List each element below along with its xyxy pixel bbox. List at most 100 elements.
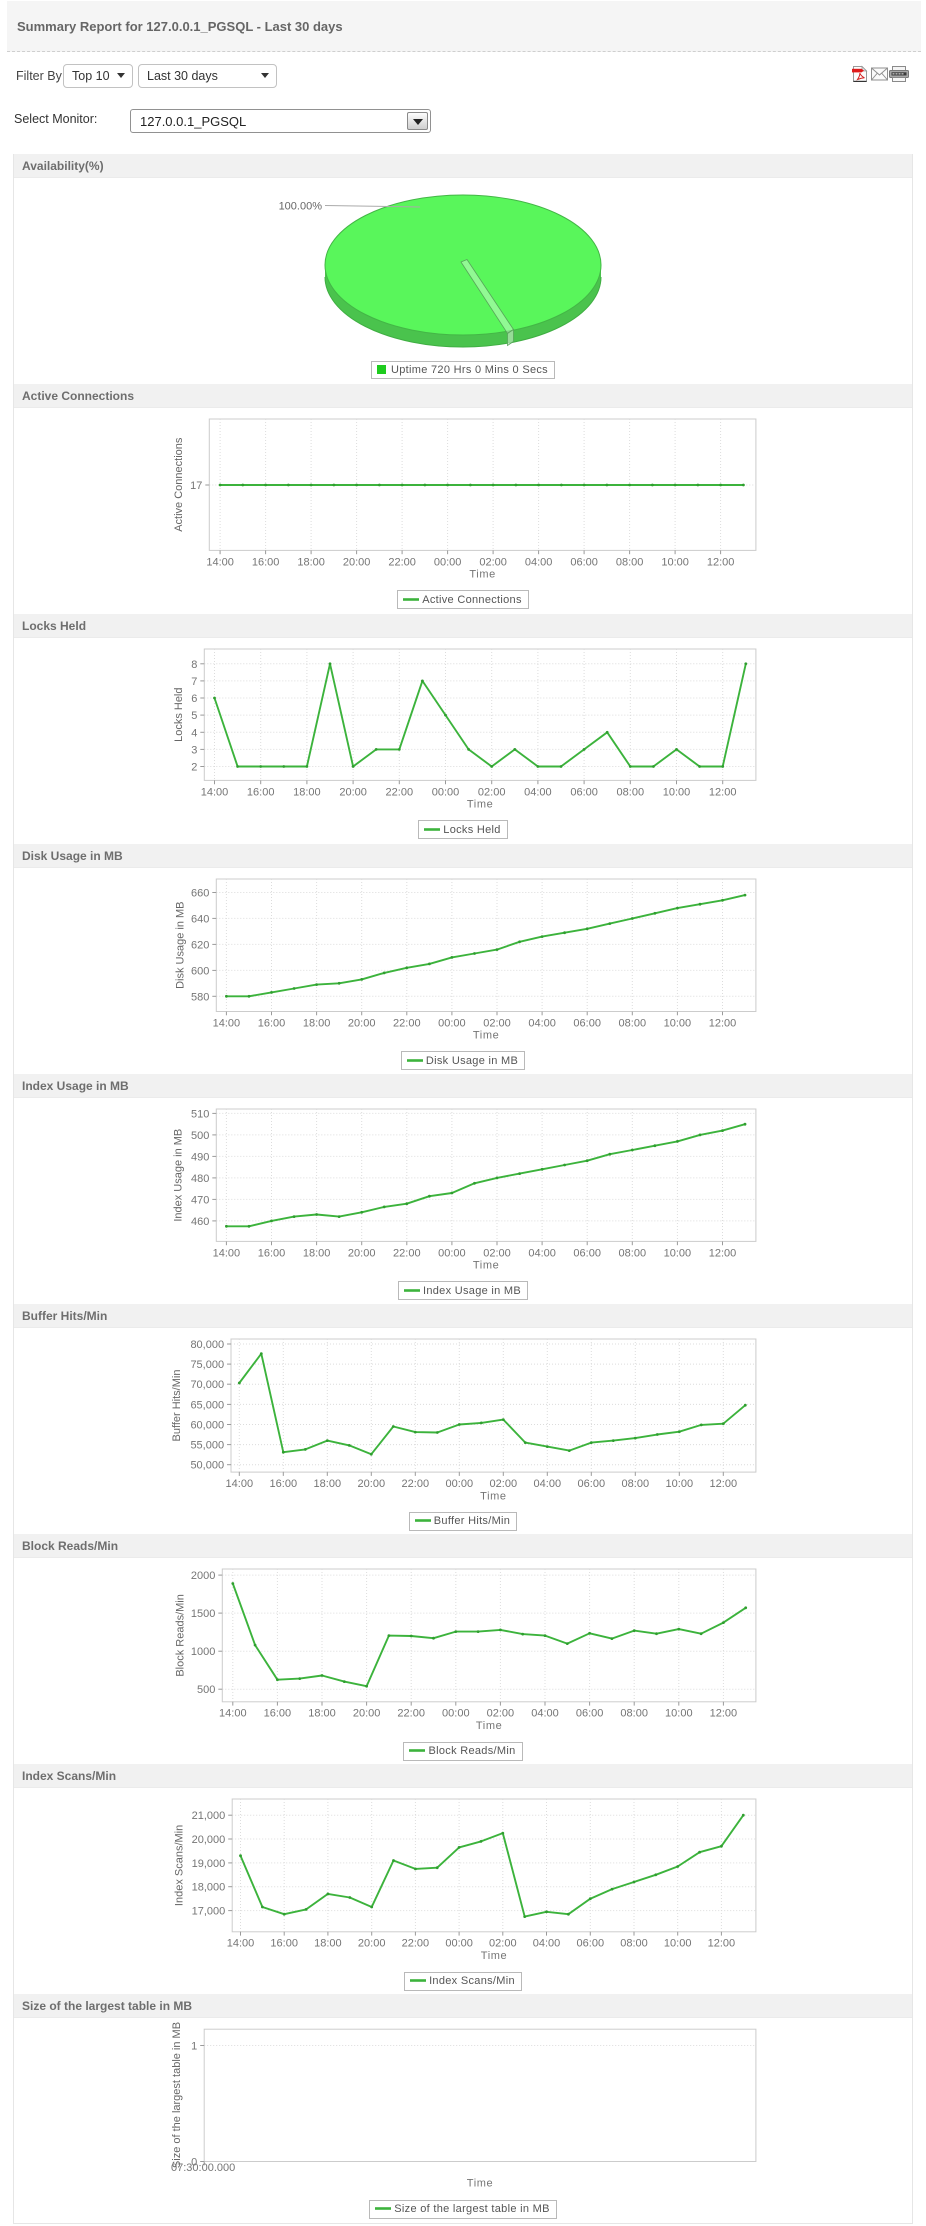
svg-text:08:00: 08:00 (616, 556, 644, 568)
svg-text:18:00: 18:00 (297, 556, 325, 568)
svg-text:10:00: 10:00 (665, 1708, 693, 1720)
svg-text:16:00: 16:00 (247, 786, 275, 798)
svg-text:470: 470 (191, 1194, 209, 1206)
svg-text:17,000: 17,000 (192, 1906, 226, 1918)
svg-text:22:00: 22:00 (386, 786, 414, 798)
svg-text:Time: Time (467, 799, 493, 811)
svg-text:620: 620 (191, 939, 209, 951)
svg-text:660: 660 (191, 888, 209, 900)
svg-text:08:00: 08:00 (622, 1478, 650, 1490)
svg-text:02:00: 02:00 (487, 1708, 515, 1720)
svg-text:20,000: 20,000 (192, 1834, 226, 1846)
svg-text:6: 6 (191, 693, 197, 705)
svg-text:14:00: 14:00 (201, 786, 229, 798)
svg-text:480: 480 (191, 1173, 209, 1185)
svg-text:12:00: 12:00 (709, 786, 737, 798)
svg-text:0: 0 (191, 2157, 197, 2169)
svg-text:14:00: 14:00 (219, 1708, 247, 1720)
svg-text:04:00: 04:00 (533, 1938, 561, 1950)
svg-text:20:00: 20:00 (348, 1017, 376, 1029)
svg-text:20:00: 20:00 (339, 786, 367, 798)
svg-text:06:00: 06:00 (573, 1247, 601, 1259)
svg-text:460: 460 (191, 1216, 209, 1228)
svg-text:06:00: 06:00 (570, 556, 598, 568)
svg-text:19,000: 19,000 (192, 1858, 226, 1870)
svg-text:10:00: 10:00 (666, 1478, 694, 1490)
svg-text:06:00: 06:00 (577, 1938, 605, 1950)
svg-text:18:00: 18:00 (293, 786, 321, 798)
svg-text:07:30:00.000: 07:30:00.000 (171, 2162, 235, 2174)
svg-text:60,000: 60,000 (190, 1420, 224, 1432)
svg-text:10:00: 10:00 (663, 786, 691, 798)
svg-text:04:00: 04:00 (524, 786, 552, 798)
svg-text:22:00: 22:00 (393, 1017, 421, 1029)
svg-text:16:00: 16:00 (252, 556, 280, 568)
svg-text:22:00: 22:00 (402, 1478, 430, 1490)
svg-text:16:00: 16:00 (270, 1478, 298, 1490)
svg-text:20:00: 20:00 (358, 1478, 386, 1490)
svg-text:16:00: 16:00 (264, 1708, 292, 1720)
svg-text:50,000: 50,000 (190, 1460, 224, 1472)
svg-text:02:00: 02:00 (483, 1247, 511, 1259)
svg-text:12:00: 12:00 (709, 1017, 737, 1029)
svg-text:08:00: 08:00 (620, 1938, 648, 1950)
svg-text:16:00: 16:00 (258, 1017, 286, 1029)
svg-text:12:00: 12:00 (708, 1938, 736, 1950)
svg-text:18:00: 18:00 (303, 1017, 331, 1029)
svg-text:1000: 1000 (191, 1646, 215, 1658)
svg-text:02:00: 02:00 (489, 1938, 517, 1950)
svg-text:14:00: 14:00 (226, 1478, 254, 1490)
svg-text:12:00: 12:00 (707, 556, 735, 568)
svg-text:1: 1 (191, 2041, 197, 2053)
svg-text:12:00: 12:00 (710, 1478, 738, 1490)
svg-text:02:00: 02:00 (478, 786, 506, 798)
svg-text:06:00: 06:00 (578, 1478, 606, 1490)
svg-text:00:00: 00:00 (434, 556, 462, 568)
svg-text:10:00: 10:00 (661, 556, 689, 568)
svg-text:Index Usage in MB: Index Usage in MB (173, 1129, 185, 1222)
svg-text:20:00: 20:00 (343, 556, 371, 568)
svg-text:20:00: 20:00 (358, 1938, 386, 1950)
svg-text:17: 17 (190, 480, 202, 492)
svg-text:20:00: 20:00 (348, 1247, 376, 1259)
svg-text:10:00: 10:00 (664, 1247, 692, 1259)
svg-text:Time: Time (481, 1950, 507, 1962)
svg-text:00:00: 00:00 (438, 1247, 466, 1259)
svg-text:2000: 2000 (191, 1570, 215, 1582)
svg-text:Block Reads/Min: Block Reads/Min (174, 1594, 186, 1677)
svg-text:00:00: 00:00 (446, 1478, 474, 1490)
svg-text:Time: Time (473, 1030, 499, 1042)
svg-text:22:00: 22:00 (397, 1708, 425, 1720)
svg-text:Time: Time (476, 1720, 502, 1732)
svg-text:18:00: 18:00 (314, 1938, 342, 1950)
svg-text:00:00: 00:00 (432, 786, 460, 798)
svg-text:08:00: 08:00 (619, 1017, 647, 1029)
svg-text:500: 500 (197, 1684, 215, 1696)
svg-text:02:00: 02:00 (479, 556, 507, 568)
svg-text:20:00: 20:00 (353, 1708, 381, 1720)
svg-text:16:00: 16:00 (270, 1938, 298, 1950)
svg-text:04:00: 04:00 (528, 1247, 556, 1259)
svg-text:08:00: 08:00 (619, 1247, 647, 1259)
svg-text:22:00: 22:00 (388, 556, 416, 568)
svg-text:21,000: 21,000 (192, 1810, 226, 1822)
svg-text:100.00%: 100.00% (279, 201, 323, 213)
svg-text:18:00: 18:00 (308, 1708, 336, 1720)
svg-text:Buffer Hits/Min: Buffer Hits/Min (171, 1370, 183, 1442)
svg-text:Time: Time (473, 1260, 499, 1272)
svg-text:510: 510 (191, 1108, 209, 1120)
svg-text:06:00: 06:00 (576, 1708, 604, 1720)
svg-text:Time: Time (480, 1490, 506, 1502)
svg-text:12:00: 12:00 (709, 1247, 737, 1259)
svg-text:8: 8 (191, 659, 197, 671)
svg-text:22:00: 22:00 (393, 1247, 421, 1259)
svg-text:640: 640 (191, 913, 209, 925)
svg-text:4: 4 (191, 727, 197, 739)
svg-text:00:00: 00:00 (442, 1708, 470, 1720)
svg-text:3: 3 (191, 744, 197, 756)
svg-text:5: 5 (191, 710, 197, 722)
svg-text:70,000: 70,000 (190, 1379, 224, 1391)
svg-text:18:00: 18:00 (303, 1247, 331, 1259)
svg-text:10:00: 10:00 (664, 1017, 692, 1029)
svg-text:Size of the largest table in M: Size of the largest table in MB (171, 2022, 183, 2168)
